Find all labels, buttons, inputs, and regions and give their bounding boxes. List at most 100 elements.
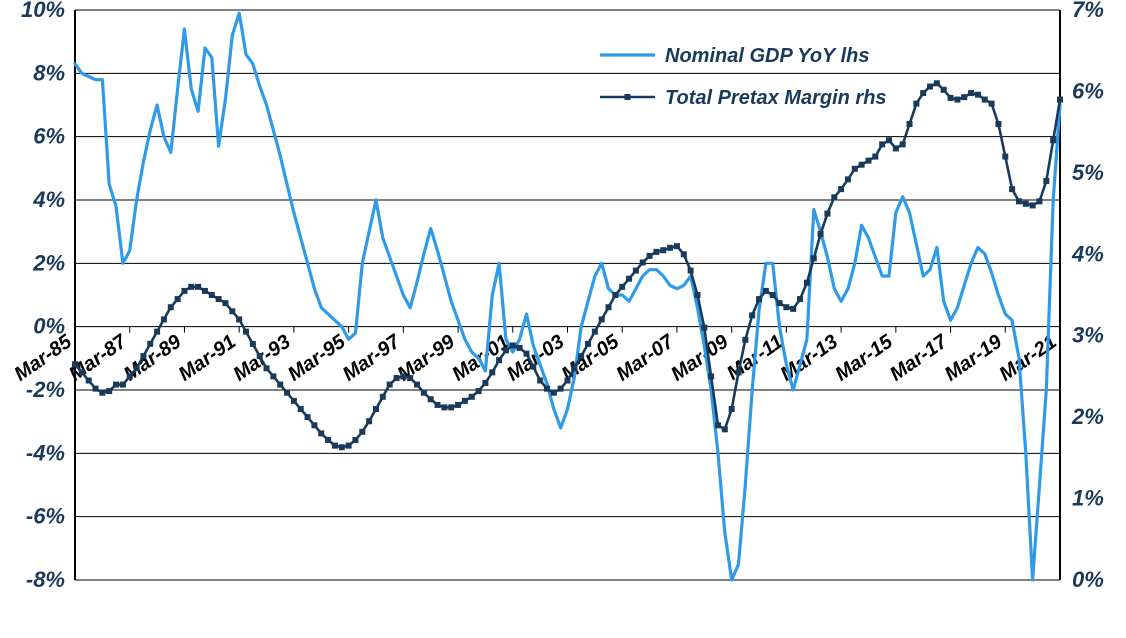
series-margin-marker (154, 329, 160, 335)
series-margin-marker (168, 304, 174, 310)
series-margin-marker (482, 380, 488, 386)
series-margin-marker (1002, 154, 1008, 160)
left-axis-tick-label: -6% (26, 504, 65, 529)
series-margin-marker (626, 276, 632, 282)
series-margin-marker (831, 194, 837, 200)
series-margin-marker (913, 101, 919, 107)
series-margin-marker (469, 394, 475, 400)
series-margin-marker (995, 121, 1001, 127)
series-margin-marker (708, 373, 714, 379)
chart-svg: -8%-6%-4%-2%0%2%4%6%8%10%0%1%2%3%4%5%6%7… (0, 0, 1126, 638)
series-margin-marker (428, 396, 434, 402)
series-margin-marker (72, 361, 78, 367)
series-margin-marker (736, 369, 742, 375)
series-margin-marker (393, 375, 399, 381)
legend-label-margin: Total Pretax Margin rhs (665, 87, 887, 109)
series-margin-marker (352, 437, 358, 443)
series-margin-marker (332, 443, 338, 449)
series-margin-marker (530, 364, 536, 370)
right-axis-tick-label: 0% (1072, 567, 1104, 592)
series-margin-marker (537, 378, 543, 384)
series-margin-marker (982, 97, 988, 103)
series-margin-marker (756, 296, 762, 302)
series-margin-marker (674, 243, 680, 249)
series-margin-marker (311, 422, 317, 428)
series-margin-marker (270, 373, 276, 379)
series-margin-marker (387, 382, 393, 388)
series-margin-marker (886, 137, 892, 143)
series-margin-marker (865, 158, 871, 164)
series-margin-marker (1016, 198, 1022, 204)
right-axis-tick-label: 3% (1072, 323, 1104, 348)
right-axis-tick-label: 6% (1072, 78, 1104, 103)
series-margin-marker (373, 406, 379, 412)
series-margin-marker (517, 345, 523, 351)
series-margin-marker (681, 251, 687, 257)
series-margin-marker (346, 443, 352, 449)
series-margin-marker (305, 414, 311, 420)
series-margin-marker (879, 141, 885, 147)
series-margin-marker (722, 426, 728, 432)
series-margin-marker (920, 90, 926, 96)
series-margin-marker (927, 84, 933, 90)
series-margin-marker (134, 365, 140, 371)
series-margin-marker (660, 247, 666, 253)
series-margin-marker (236, 316, 242, 322)
series-margin-marker (715, 422, 721, 428)
series-margin-marker (729, 406, 735, 412)
series-margin-marker (222, 300, 228, 306)
left-axis-tick-label: 2% (32, 250, 65, 275)
series-margin-marker (489, 369, 495, 375)
series-margin-marker (742, 337, 748, 343)
right-axis-tick-label: 1% (1072, 486, 1104, 511)
series-margin-marker (93, 386, 99, 392)
series-margin-marker (318, 430, 324, 436)
series-margin-marker (202, 288, 208, 294)
series-margin-marker (783, 304, 789, 310)
left-axis-tick-label: -2% (26, 377, 65, 402)
series-margin-marker (1043, 178, 1049, 184)
series-margin-marker (790, 306, 796, 312)
series-margin-marker (872, 154, 878, 160)
series-margin-marker (1009, 186, 1015, 192)
series-margin-marker (462, 398, 468, 404)
series-margin-marker (496, 357, 502, 363)
series-margin-marker (941, 87, 947, 93)
series-margin-marker (585, 341, 591, 347)
series-margin-marker (435, 402, 441, 408)
series-margin-marker (140, 353, 146, 359)
series-margin-marker (229, 308, 235, 314)
series-margin-marker (209, 292, 215, 298)
series-margin-marker (749, 312, 755, 318)
right-axis-tick-label: 4% (1071, 241, 1104, 266)
series-margin-marker (216, 296, 222, 302)
series-margin-marker (578, 353, 584, 359)
series-margin-marker (277, 382, 283, 388)
series-margin-marker (893, 145, 899, 151)
series-margin-marker (763, 288, 769, 294)
series-margin-marker (811, 255, 817, 261)
series-margin-marker (619, 284, 625, 290)
series-margin-marker (366, 418, 372, 424)
right-axis-tick-label: 5% (1072, 160, 1104, 185)
series-margin-marker (503, 347, 509, 353)
series-margin-marker (948, 95, 954, 101)
series-margin-marker (448, 404, 454, 410)
series-margin-marker (989, 101, 995, 107)
series-margin-marker (264, 365, 270, 371)
series-margin-marker (592, 329, 598, 335)
series-margin-marker (777, 300, 783, 306)
series-margin-marker (968, 90, 974, 96)
left-axis-tick-label: 6% (33, 124, 65, 149)
series-margin-marker (565, 378, 571, 384)
series-margin-marker (298, 406, 304, 412)
dual-axis-line-chart: -8%-6%-4%-2%0%2%4%6%8%10%0%1%2%3%4%5%6%7… (0, 0, 1126, 638)
series-margin-marker (120, 382, 126, 388)
series-margin-marker (523, 351, 529, 357)
series-margin-marker (797, 296, 803, 302)
series-margin-marker (455, 402, 461, 408)
series-margin-marker (195, 284, 201, 290)
series-margin-marker (900, 141, 906, 147)
series-margin-marker (571, 365, 577, 371)
series-margin-marker (99, 390, 105, 396)
